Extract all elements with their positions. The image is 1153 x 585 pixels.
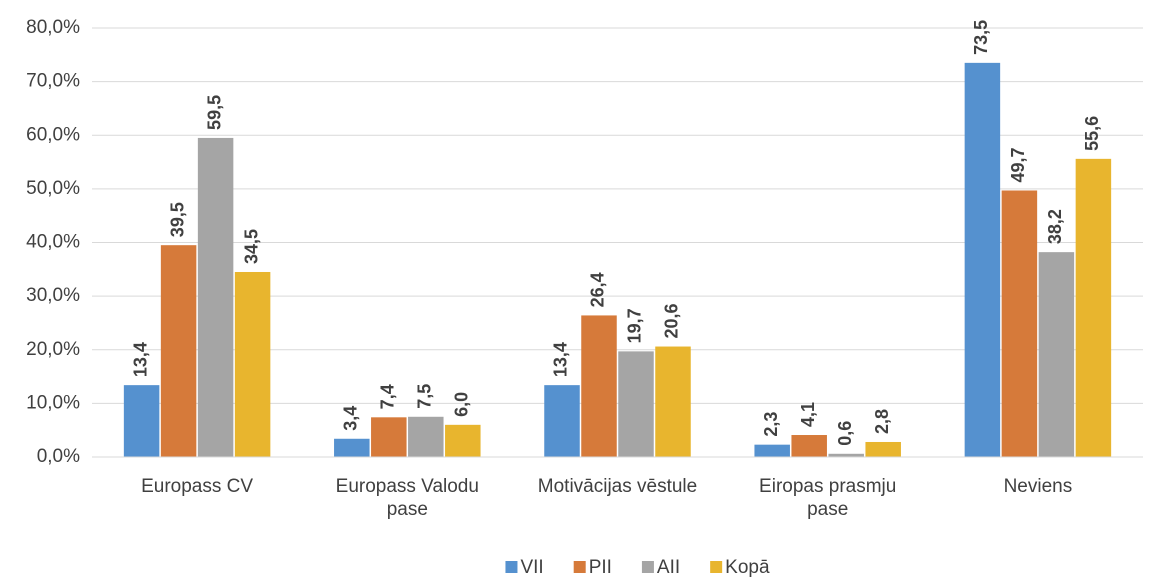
x-tick-label: Neviens [1003,476,1073,497]
data-label: 26,4 [588,272,608,307]
bar [1075,158,1112,457]
bar [1001,190,1038,457]
bar [371,417,407,457]
legend-label: Kopā [725,557,770,578]
x-tick-label: Europass Valodu pase [335,476,479,520]
data-label: 3,4 [341,406,361,431]
data-label: 7,5 [415,384,435,409]
legend-label: AII [657,557,680,578]
bar [160,245,197,457]
x-tick-label: Europass CV [141,476,254,497]
y-tick-label: 30,0% [26,285,80,306]
y-tick-label: 80,0% [26,17,80,38]
y-tick-label: 70,0% [26,71,80,92]
bar [445,424,481,457]
data-label: 4,1 [798,402,818,427]
data-label: 34,5 [241,229,261,264]
bar [234,271,271,457]
y-tick-label: 60,0% [26,124,80,145]
bar [544,385,580,457]
data-label: 2,3 [761,412,781,437]
data-label: 13,4 [130,342,150,377]
legend-swatch [505,561,518,573]
y-tick-label: 50,0% [26,178,80,199]
bar [334,438,370,457]
data-label: 0,6 [835,421,855,446]
data-label: 20,6 [662,303,682,338]
bar [581,315,617,457]
bar [791,435,827,457]
data-label: 13,4 [551,342,571,377]
data-label: 2,8 [872,409,892,434]
bar [1038,252,1075,457]
bar [408,416,444,457]
bar [655,346,691,457]
data-label: 7,4 [378,384,398,409]
bar [754,444,790,457]
bar [197,137,234,457]
data-label: 59,5 [204,95,224,130]
data-label: 38,2 [1045,209,1065,244]
data-label: 19,7 [625,308,645,343]
y-tick-label: 10,0% [26,392,80,413]
bar [828,453,864,457]
data-label: 6,0 [452,392,472,417]
legend-swatch [710,561,723,573]
legend-swatch [573,561,586,573]
data-label: 73,5 [971,20,991,55]
bar [123,385,160,457]
bar [865,441,901,457]
x-tick-label: Motivācijas vēstule [537,476,698,497]
y-tick-label: 20,0% [26,339,80,360]
data-label: 39,5 [167,202,187,237]
legend-swatch [641,561,654,573]
y-tick-label: 40,0% [26,232,80,253]
data-label: 55,6 [1082,116,1102,151]
legend-label: VII [520,557,543,578]
bar [964,62,1001,457]
y-tick-label: 0,0% [37,446,80,467]
x-tick-label: Eiropas prasmju pase [759,476,897,520]
bar [618,351,654,457]
data-label: 49,7 [1008,147,1028,182]
legend-label: PII [589,557,612,578]
